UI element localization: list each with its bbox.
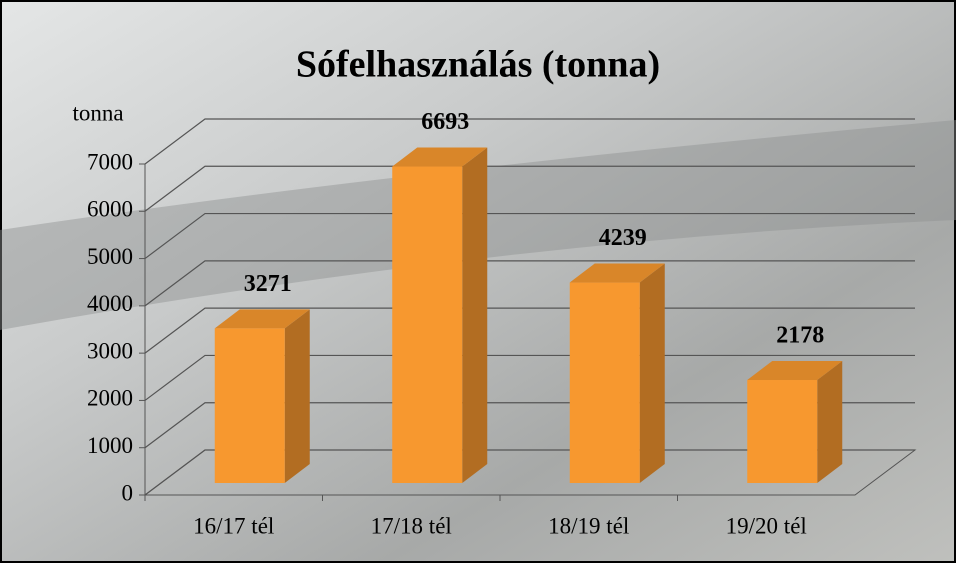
- value-label: 4239: [599, 225, 647, 251]
- bar-side: [640, 264, 665, 483]
- y-tick-label: 5000: [87, 244, 133, 269]
- value-label: 2178: [776, 323, 824, 349]
- y-tick-label: 2000: [87, 386, 133, 411]
- y-tick-label: 4000: [87, 291, 133, 316]
- y-axis-label: tonna: [72, 100, 123, 125]
- x-tick-label: 16/17 tél: [193, 513, 274, 538]
- y-tick-label: 0: [122, 480, 134, 505]
- y-tick-label: 7000: [87, 149, 133, 174]
- x-tick-label: 19/20 tél: [726, 513, 807, 538]
- value-label: 3271: [244, 271, 292, 297]
- bar-side: [817, 361, 842, 483]
- bar: [747, 380, 817, 483]
- y-tick-label: 6000: [87, 197, 133, 222]
- chart-title: Sófelhasználás (tonna): [296, 44, 660, 86]
- y-tick-label: 1000: [87, 433, 133, 458]
- bar-side: [285, 309, 310, 483]
- value-label: 6693: [421, 109, 469, 135]
- chart: Sófelhasználás (tonna) tonna 0 1000 2000 30…: [0, 0, 956, 563]
- y-tick-label: 3000: [87, 338, 133, 363]
- x-tick-label: 17/18 tél: [371, 513, 452, 538]
- bar-side: [462, 148, 487, 483]
- x-tick-label: 18/19 tél: [548, 513, 629, 538]
- bar: [215, 328, 285, 483]
- bar: [570, 283, 640, 483]
- bar: [392, 167, 462, 483]
